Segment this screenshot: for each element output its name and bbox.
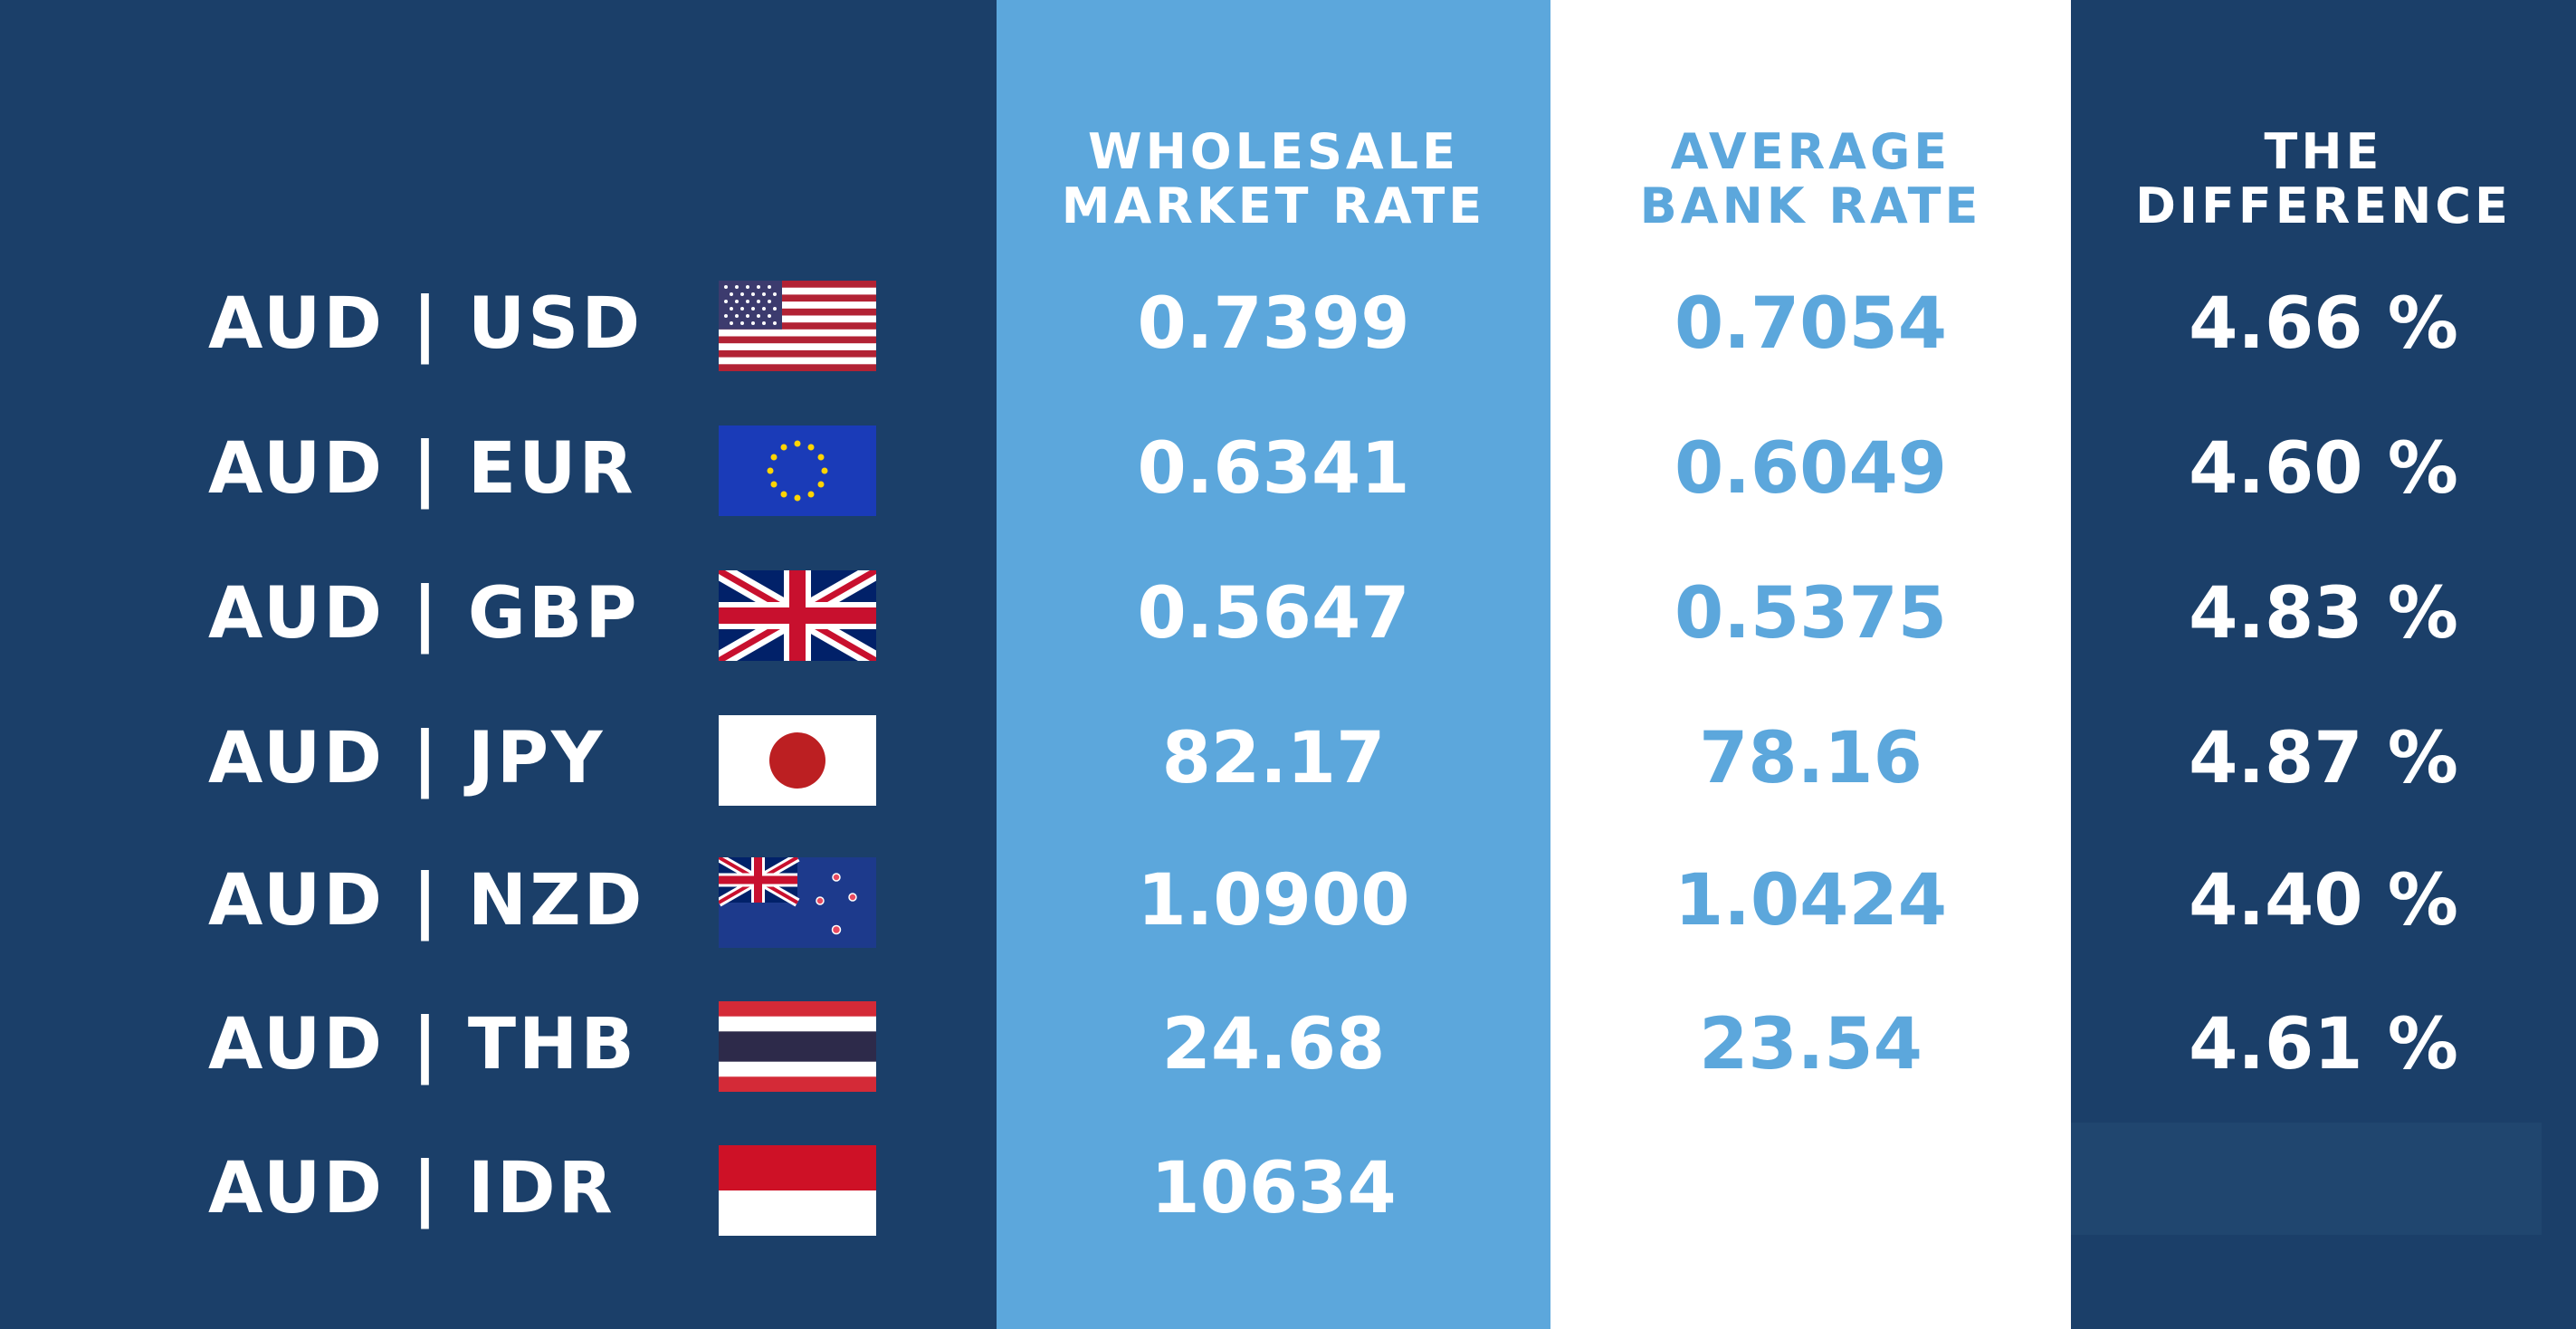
wholesale-rate: 10634 [1150,1148,1397,1229]
indonesia-flag-icon [719,1145,876,1236]
difference-header: THE DIFFERENCE [2135,123,2512,234]
currency-pair: AUD | GBP [208,573,640,655]
wholesale-column-background [997,0,1550,1329]
bank-rate: 0.6049 [1674,428,1947,510]
thailand-flag-icon [719,1001,876,1092]
table-row: AUD | NZD 1.0900 1.0424 4.40 % [0,846,2576,955]
rate-difference: 4.61 % [2189,1004,2458,1085]
bank-rate [1550,1134,2071,1243]
bank-rate: 0.5375 [1674,573,1947,655]
currency-pair: AUD | USD [208,283,644,365]
rate-difference: 4.83 % [2189,573,2458,655]
currency-pair: AUD | EUR [208,428,636,510]
table-row: AUD | THB 24.68 23.54 4.61 % [0,990,2576,1099]
table-row: AUD | JPY 82.17 78.16 4.87 % [0,704,2576,813]
table-row: AUD | USD 0.7399 0.7054 4.66 % [0,270,2576,378]
wholesale-rate: 1.0900 [1137,860,1410,942]
wholesale-rate: 0.5647 [1137,573,1410,655]
rate-difference: 4.60 % [2189,428,2458,510]
japan-flag-icon [719,715,876,806]
wholesale-rate: 0.6341 [1137,428,1410,510]
difference-placeholder [2071,1123,2542,1235]
new-zealand-flag-icon [719,857,876,948]
uk-flag-icon [719,570,876,661]
eu-flag-icon [719,425,876,516]
bank-rate: 23.54 [1699,1004,1922,1085]
currency-pair: AUD | JPY [208,718,606,799]
wholesale-rate: 82.17 [1161,718,1386,799]
currency-pair: AUD | THB [208,1004,637,1085]
bank-rate: 0.7054 [1674,283,1947,365]
bank-rate-header: AVERAGE BANK RATE [1639,123,1982,234]
rate-difference: 4.66 % [2189,283,2458,365]
currency-pair: AUD | NZD [208,860,645,942]
table-row: AUD | IDR 10634 [0,1134,2576,1243]
table-row: AUD | EUR 0.6341 0.6049 4.60 % [0,415,2576,523]
bank-rate: 78.16 [1699,718,1922,799]
bank-column-background [1550,0,2071,1329]
table-row: AUD | GBP 0.5647 0.5375 4.83 % [0,559,2576,668]
rate-difference: 4.87 % [2189,718,2458,799]
rate-difference: 4.40 % [2189,860,2458,942]
wholesale-rate: 0.7399 [1137,283,1410,365]
wholesale-rate: 24.68 [1161,1004,1386,1085]
currency-pair: AUD | IDR [208,1148,615,1229]
wholesale-header: WHOLESALE MARKET RATE [1061,123,1486,234]
bank-rate: 1.0424 [1674,860,1947,942]
us-flag-icon [719,281,876,371]
